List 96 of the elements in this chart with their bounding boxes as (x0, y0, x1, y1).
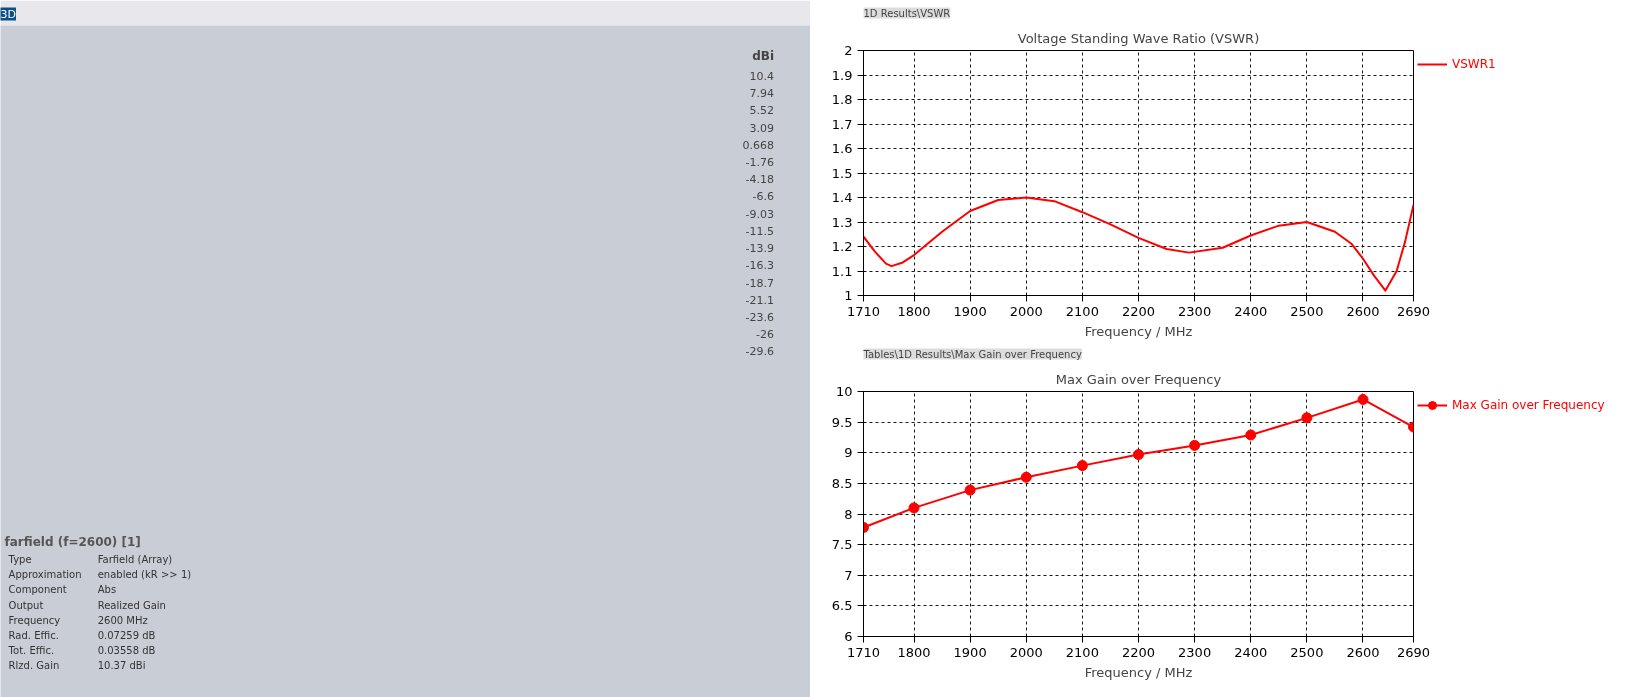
text: -21.1 (745, 293, 775, 307)
chart-subtitle: Tables\1D Results\Max Gain over Frequency (862, 348, 1082, 360)
text: -26 (756, 328, 775, 342)
y-tick-label: 1.7 (831, 116, 853, 132)
x-tick-label: 2600 (1346, 303, 1380, 319)
x-tick-label: 2690 (1396, 644, 1431, 660)
x-tick-label: 2200 (1121, 644, 1156, 660)
text: 2600 MHz (97, 614, 148, 626)
chart-title: Voltage Standing Wave Ratio (VSWR) (1017, 30, 1260, 46)
y-tick-label: 1.9 (831, 67, 853, 83)
point (1133, 449, 1144, 461)
y-tick-label: 8 (844, 506, 853, 522)
text: 3.09 (749, 121, 775, 135)
text: Rlzd. Gain (8, 660, 60, 672)
text: -29.6 (745, 345, 775, 359)
line-series (863, 196, 1414, 292)
x-tick-label: 1900 (953, 644, 987, 660)
x-tick-label: 2500 (1290, 644, 1324, 660)
text: 10.37 dBi (97, 660, 146, 672)
x-tick-label: 1710 (846, 644, 881, 660)
text: -23.6 (745, 310, 775, 324)
point (1020, 471, 1032, 483)
y-tick-label: 9 (844, 445, 853, 461)
text: Output (8, 599, 44, 611)
y-tick-label: 1.6 (831, 141, 853, 156)
x-tick-label: 2600 (1346, 644, 1380, 660)
x-tick-label: 2100 (1065, 303, 1099, 319)
text: Rad. Effic. (8, 629, 59, 641)
text: -6.6 (752, 190, 775, 204)
y-tick-label: 6.5 (831, 598, 853, 614)
x-tick-label: 2000 (1009, 303, 1043, 319)
point (1245, 429, 1257, 441)
point (1301, 412, 1313, 424)
x-tick-label: 2500 (1290, 303, 1324, 319)
y-tick-label: 6 (844, 629, 853, 644)
y-tick-label: 1.8 (831, 92, 853, 107)
text: Frequency (8, 614, 61, 626)
y-tick-label: 1.2 (831, 239, 853, 254)
text: 5.52 (749, 104, 775, 118)
text: -11.5 (745, 224, 775, 238)
x-tick-label: 2100 (1065, 644, 1099, 660)
point (1076, 460, 1088, 472)
y-tick-label: 7 (844, 567, 853, 583)
x-tick-label: 1900 (953, 303, 987, 319)
text: Approximation (8, 569, 82, 581)
x-axis-title: Frequency / MHz (1084, 323, 1193, 339)
x-tick-label: 2200 (1121, 303, 1156, 319)
text: -18.7 (745, 276, 775, 290)
text: 3D (0, 7, 16, 21)
x-tick-label: 2400 (1234, 303, 1268, 319)
y-tick-label: 8.5 (831, 475, 853, 491)
text: Tot. Effic. (7, 644, 55, 656)
text: -9.03 (745, 207, 775, 221)
text: -4.18 (745, 173, 775, 187)
text: -16.3 (745, 259, 775, 273)
y-tick-label: 10 (835, 384, 853, 399)
point (1189, 439, 1201, 451)
x-tick-label: 2690 (1396, 303, 1431, 319)
text: 10.4 (749, 69, 775, 83)
chart-title: Max Gain over Frequency (1055, 371, 1222, 387)
x-axis-title: Frequency / MHz (1084, 664, 1193, 680)
point (964, 484, 976, 496)
y-tick-label: 1.5 (831, 165, 853, 181)
x-tick-label: 1710 (846, 303, 881, 319)
y-tick-label: 9.5 (831, 414, 853, 430)
legend-label: Max Gain over Frequency (1452, 398, 1605, 412)
point (1357, 393, 1369, 405)
y-tick-label: 1.4 (831, 190, 853, 205)
y-tick-label: 1 (844, 288, 853, 303)
text: Realized Gain (97, 599, 166, 611)
text: enabled (kR >> 1) (97, 569, 192, 581)
legend-label: VSWR1 (1452, 57, 1496, 71)
text: 0.03558 dB (97, 644, 156, 656)
text: Abs (97, 584, 117, 596)
text: -1.76 (745, 156, 775, 169)
y-tick-label: 1.1 (831, 263, 853, 279)
y-tick-label: 1.3 (831, 214, 853, 230)
text: Farfield (Array) (97, 554, 173, 566)
chart-subtitle: 1D Results\VSWR (863, 7, 951, 19)
y-tick-label: 2 (844, 43, 853, 58)
x-tick-label: 2300 (1178, 644, 1212, 660)
point (908, 502, 920, 514)
text: 0.07259 dB (97, 629, 156, 641)
text: Component (8, 584, 67, 596)
color-bar-title: dBi (752, 48, 775, 63)
text: -13.9 (745, 242, 775, 256)
x-tick-label: 1800 (897, 644, 931, 660)
x-tick-label: 2300 (1178, 303, 1212, 319)
text: 0.668 (742, 138, 775, 152)
text: farfield (f=2600) [1] (4, 534, 141, 549)
x-tick-label: 1800 (897, 303, 931, 319)
text: 7.94 (749, 87, 775, 101)
text: Type (7, 554, 32, 566)
x-tick-label: 2000 (1009, 644, 1043, 660)
x-tick-label: 2400 (1234, 644, 1268, 660)
y-tick-label: 7.5 (831, 537, 853, 553)
